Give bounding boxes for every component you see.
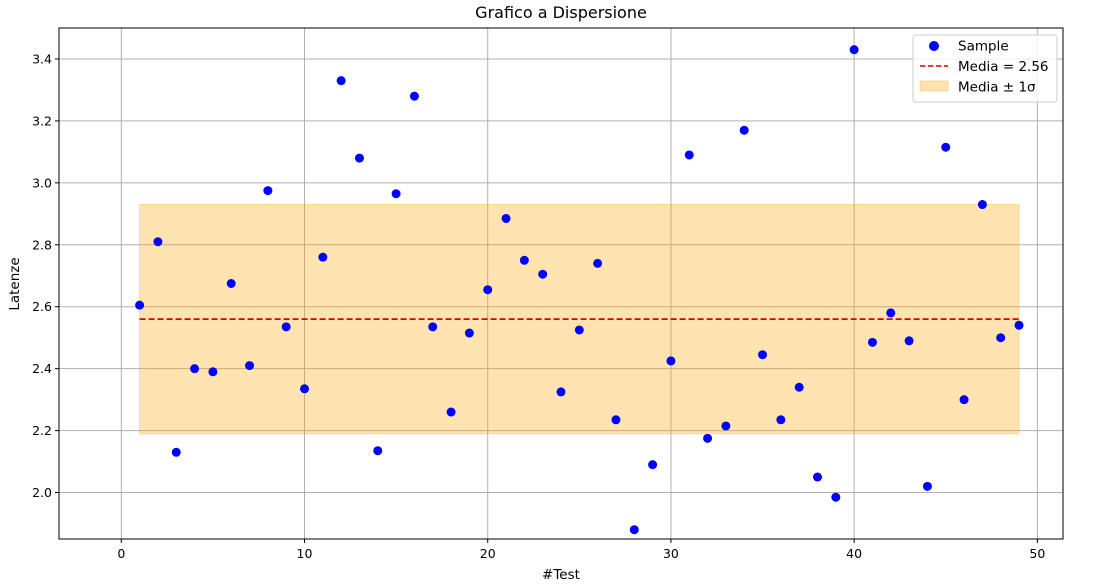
legend: Sample Media = 2.56 Media ± 1σ [912,34,1058,103]
data-point [1014,320,1024,330]
legend-sample-label: Sample [958,39,1009,55]
data-point [758,350,768,360]
data-point [721,421,731,431]
y-tick-label: 2.4 [32,361,52,376]
data-point [886,308,896,318]
data-point [281,322,291,332]
data-point [318,252,328,262]
y-axis-label: Latenze [7,257,23,310]
data-point [574,325,584,335]
y-axis-ticks: 2.0 2.2 2.4 2.6 2.8 3.0 3.2 3.4 [32,51,59,500]
data-point [648,460,658,470]
x-tick-label: 40 [846,546,862,561]
data-points [135,45,1024,535]
y-tick-label: 2.6 [32,299,52,314]
data-point [501,213,511,223]
data-point [538,269,548,279]
data-point [208,367,218,377]
data-point [666,356,676,366]
grid-lines [59,28,1063,539]
data-point [593,258,603,268]
legend-sample-marker [929,41,939,51]
data-point [904,336,914,346]
y-tick-label: 2.8 [32,237,52,252]
y-tick-label: 3.4 [32,51,52,66]
y-tick-label: 3.2 [32,113,52,128]
data-point [171,447,181,457]
data-point [739,125,749,135]
data-point [135,300,145,310]
x-tick-label: 10 [297,546,313,561]
data-point [483,285,493,295]
data-point [959,395,969,405]
data-point [226,279,236,288]
y-tick-label: 3.0 [32,175,52,190]
data-point [684,150,694,160]
legend-mean-label: Media = 2.56 [958,59,1049,75]
data-point [922,481,932,491]
data-point [245,361,255,371]
x-axis-ticks: 0 10 20 30 40 50 [117,539,1045,561]
data-point [391,189,401,199]
data-point [519,255,529,265]
data-point [703,433,713,443]
y-tick-label: 2.2 [32,423,52,438]
plot-frame [58,27,1064,540]
legend-band-label: Media ± 1σ [958,80,1036,96]
x-tick-label: 20 [480,546,496,561]
legend-band-marker [919,80,949,92]
data-point [336,76,346,86]
chart-title: Grafico a Dispersione [475,3,647,22]
x-tick-label: 0 [117,546,125,561]
data-point [446,407,456,417]
x-tick-label: 30 [663,546,679,561]
data-point [776,415,786,425]
y-tick-label: 2.0 [32,485,52,500]
data-point [812,472,822,482]
data-point [831,492,841,502]
legend-box [912,34,1058,103]
data-point [300,384,310,394]
data-point [867,337,877,347]
data-point [794,382,804,392]
data-point [190,364,200,374]
data-point [611,415,621,425]
data-point [629,525,639,535]
data-point [996,333,1006,343]
x-tick-label: 50 [1029,546,1045,561]
data-point [428,322,438,332]
data-point [977,200,987,210]
data-point [849,45,859,55]
data-point [464,328,474,338]
x-axis-label: #Test [542,567,580,583]
data-point [941,142,951,152]
data-point [373,446,383,456]
data-point [263,186,273,196]
data-point [409,91,419,101]
data-point [153,237,163,247]
data-point [354,153,364,163]
data-point [556,387,566,397]
